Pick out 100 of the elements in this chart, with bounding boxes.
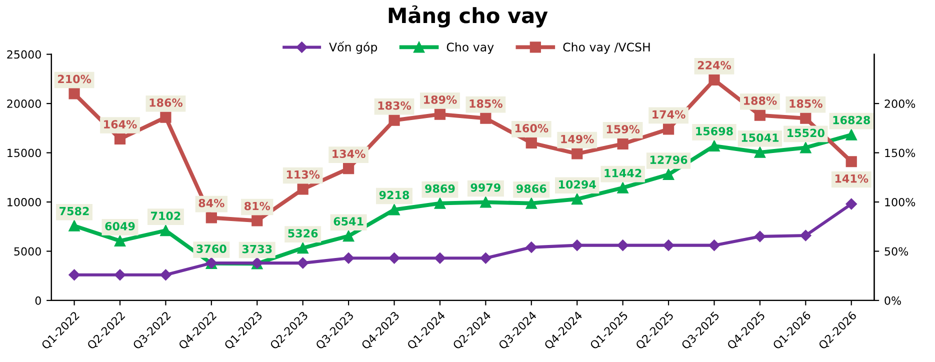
point [617, 138, 628, 150]
data-label: 160% [515, 124, 548, 132]
point [252, 215, 263, 226]
point [800, 230, 812, 242]
point [388, 252, 400, 264]
point [617, 182, 628, 194]
point [160, 112, 172, 123]
y-tick-label: 10000 [8, 198, 41, 206]
point [708, 74, 720, 86]
point [297, 184, 308, 195]
chart-title: Mảng cho vay [388, 5, 548, 28]
data-label: 141% [835, 174, 868, 183]
point [480, 252, 492, 264]
point [68, 220, 80, 232]
point [708, 240, 720, 251]
point [388, 204, 400, 216]
point [526, 137, 537, 148]
data-label: 224% [698, 61, 732, 70]
data-label: 134% [332, 150, 366, 158]
point [617, 240, 628, 251]
y-tick-label: 0 [35, 296, 41, 305]
y-tick-label: 15000 [8, 148, 41, 158]
data-label: 6541 [334, 217, 364, 226]
point [571, 240, 583, 251]
y2-tick-label: 200% [884, 100, 916, 108]
y2-tick-label: 100% [885, 198, 916, 206]
point [800, 142, 812, 154]
y2-tick-label: 50% [884, 247, 908, 256]
point [342, 162, 354, 174]
point [846, 129, 857, 140]
legend-label: Vốn góp [329, 41, 378, 54]
point [480, 112, 492, 124]
data-label: 11442 [604, 168, 642, 178]
point [388, 114, 400, 126]
data-label: 210% [58, 74, 92, 84]
data-label: 81% [244, 202, 270, 210]
data-label: 159% [606, 125, 640, 134]
point [342, 230, 354, 242]
point [708, 140, 720, 152]
point [160, 269, 172, 280]
y2-tick-label: 150% [885, 148, 916, 158]
legend-label: Cho vay [446, 42, 494, 54]
data-label: 15520 [788, 128, 824, 138]
data-label: 9866 [516, 184, 546, 193]
point [662, 168, 674, 180]
data-label: 183% [378, 101, 412, 110]
data-label: 9218 [379, 190, 410, 200]
data-label: 149% [561, 134, 594, 144]
data-label: 5326 [288, 229, 318, 238]
point [846, 156, 857, 168]
data-label: 12796 [650, 156, 688, 164]
y2-tick-label: 0% [884, 296, 901, 305]
data-label: 16828 [833, 116, 870, 124]
point [662, 124, 674, 135]
data-label: 84% [198, 198, 224, 208]
y-tick-label: 20000 [7, 100, 41, 108]
point [754, 146, 766, 158]
data-label: 186% [150, 98, 183, 107]
point [662, 240, 674, 251]
data-label: 174% [652, 110, 686, 119]
point [114, 269, 126, 280]
data-label: 6049 [105, 222, 135, 230]
point [297, 257, 308, 269]
data-label: 188% [744, 96, 777, 105]
data-label: 185% [470, 99, 502, 108]
point [800, 112, 812, 124]
point [114, 133, 126, 145]
y-tick-label: 25000 [7, 50, 41, 59]
point [434, 198, 446, 209]
point [434, 108, 446, 120]
data-label: 15698 [696, 127, 733, 136]
data-label: 3760 [196, 244, 226, 253]
point [526, 198, 537, 209]
point [754, 110, 766, 121]
data-label: 185% [790, 99, 822, 108]
point [342, 252, 354, 264]
point [526, 242, 537, 253]
point [754, 230, 766, 242]
data-label: 7102 [150, 212, 180, 220]
data-label: 3733 [242, 244, 272, 254]
point [160, 224, 172, 236]
point [434, 252, 446, 264]
data-label: 189% [424, 95, 457, 104]
data-label: 15041 [742, 133, 779, 142]
data-label: 9979 [470, 183, 500, 192]
point [846, 198, 857, 210]
point [206, 212, 217, 224]
legend-label: Cho vay /VCSH [563, 42, 650, 54]
data-label: 113% [286, 170, 320, 179]
point [480, 196, 492, 208]
data-label: 164% [104, 120, 137, 128]
point [114, 235, 126, 246]
y-tick-label: 5000 [14, 247, 41, 256]
data-label: 9869 [425, 184, 455, 193]
point [572, 148, 583, 160]
point [68, 88, 80, 100]
point [68, 269, 80, 280]
data-label: 10294 [559, 180, 596, 189]
point [297, 242, 308, 254]
data-label: 7582 [60, 206, 89, 216]
